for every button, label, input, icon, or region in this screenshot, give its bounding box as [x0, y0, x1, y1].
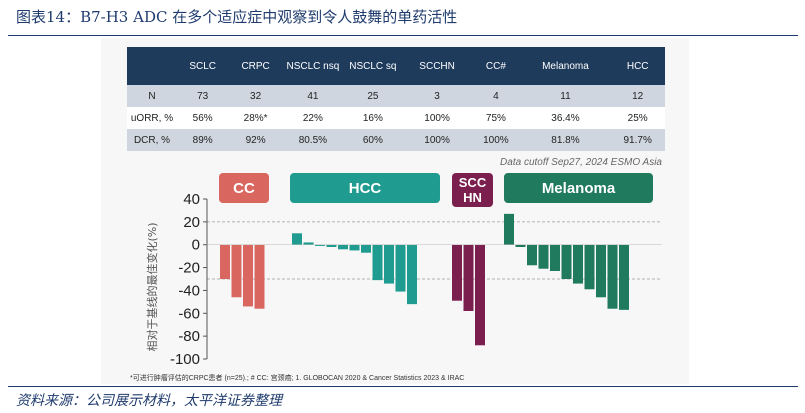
- y-tick-label: -100: [170, 351, 200, 368]
- source-note: 资料来源：公司展示材料，太平洋证券整理: [16, 393, 282, 409]
- table-cell: 100%: [402, 129, 472, 151]
- bar-melanoma: [561, 244, 572, 279]
- bar-melanoma: [607, 244, 618, 309]
- bar-hcc: [407, 244, 417, 305]
- bar-cc: [254, 244, 265, 309]
- table-row: uORR, % 56% 28%* 22% 16% 100% 75% 36.4% …: [127, 107, 665, 129]
- table-cell: 56%: [177, 107, 229, 129]
- table-header-cell: SCCHN: [402, 47, 472, 85]
- table-header-cell: CC#: [471, 47, 521, 85]
- bar-hcc: [326, 244, 337, 247]
- table-row: DCR, % 89% 92% 80.5% 60% 100% 100% 81.8%…: [127, 129, 665, 151]
- y-tick-label: -20: [178, 260, 200, 277]
- bar-melanoma: [504, 213, 514, 245]
- table-header-cell: NSCLC nsq: [282, 47, 343, 85]
- group-label-box: [504, 173, 653, 203]
- row-label: uORR, %: [127, 107, 177, 129]
- group-label-box: [219, 173, 269, 203]
- bar-hcc: [384, 244, 394, 284]
- table-header-cell: NSCLC sq: [342, 47, 403, 85]
- table-cell: 28%*: [228, 107, 283, 129]
- table-cell: 92%: [228, 129, 283, 151]
- table-cell: 25%: [610, 107, 665, 129]
- y-axis-title: 相对于基线的最佳变化(%): [145, 222, 159, 351]
- bar-hcc: [372, 244, 383, 281]
- table-header-cell: Melanoma: [520, 47, 611, 85]
- bar-scc-hn: [463, 244, 474, 311]
- table-cell: 73: [177, 85, 229, 107]
- table-cell: 80.5%: [282, 129, 343, 151]
- table-cell: 36.4%: [520, 107, 611, 129]
- table-cell: 91.7%: [610, 129, 665, 151]
- table-cell: 16%: [342, 107, 403, 129]
- table-cell: 4: [471, 85, 521, 107]
- table-cell: 3: [402, 85, 472, 107]
- table-header-cell: HCC: [610, 47, 665, 85]
- table-cell: 89%: [177, 129, 229, 151]
- table-header-cell: CRPC: [228, 47, 283, 85]
- y-tick-label: -80: [178, 328, 200, 345]
- y-tick-label: 0: [192, 237, 200, 254]
- bar-melanoma: [527, 244, 537, 266]
- bar-hcc: [395, 244, 406, 292]
- row-label: DCR, %: [127, 129, 177, 151]
- group-label-box: [290, 173, 440, 203]
- y-tick-label: -60: [178, 305, 200, 322]
- bar-melanoma: [619, 244, 629, 310]
- table-cell: 60%: [342, 129, 403, 151]
- y-tick-label: 40: [183, 191, 200, 208]
- table-cell: 12: [610, 85, 665, 107]
- bar-scc-hn: [475, 244, 485, 346]
- table-header-cell: [127, 47, 177, 85]
- bar-cc: [243, 244, 253, 307]
- table-cell: 25: [342, 85, 403, 107]
- bar-melanoma: [573, 244, 583, 284]
- table-cell: 41: [282, 85, 343, 107]
- table-cell: 32: [228, 85, 283, 107]
- bar-hcc: [349, 244, 360, 251]
- bar-cc: [220, 244, 230, 279]
- group-label-box: [452, 173, 493, 207]
- data-cutoff-note: Data cutoff Sep27, 2024 ESMO Asia: [500, 157, 662, 168]
- title-divider: [8, 35, 798, 36]
- footnote: *可进行肿瘤评估的CRPC患者 (n=25).; # CC: 宫颈癌; 1. G…: [130, 375, 465, 382]
- bar-melanoma: [596, 244, 606, 298]
- y-tick-label: -40: [178, 282, 200, 299]
- bar-melanoma: [538, 244, 549, 269]
- summary-table: SCLC CRPC NSCLC nsq NSCLC sq SCCHN CC# M…: [127, 47, 665, 151]
- table-header-cell: SCLC: [177, 47, 229, 85]
- group-label: HN: [463, 190, 482, 205]
- bar-cc: [231, 244, 242, 298]
- group-label: CC: [233, 180, 255, 197]
- table-cell: 75%: [471, 107, 521, 129]
- table-cell: 100%: [471, 129, 521, 151]
- table-cell: 100%: [402, 107, 472, 129]
- source-divider: [8, 386, 798, 387]
- bar-hcc: [315, 244, 325, 246]
- table-cell: 22%: [282, 107, 343, 129]
- bar-hcc: [361, 244, 371, 253]
- group-label: SCC: [459, 175, 487, 190]
- bar-melanoma: [515, 244, 526, 247]
- table-row: N 73 32 41 25 3 4 11 12: [127, 85, 665, 107]
- bar-melanoma: [550, 244, 560, 271]
- table-cell: 81.8%: [520, 129, 611, 151]
- group-label: Melanoma: [542, 180, 616, 197]
- bar-hcc: [338, 244, 348, 250]
- table-cell: 11: [520, 85, 611, 107]
- bar-hcc: [292, 233, 302, 245]
- group-label: HCC: [349, 180, 382, 197]
- row-label: N: [127, 85, 177, 107]
- bar-scc-hn: [452, 244, 462, 301]
- figure-title: 图表14：B7-H3 ADC 在多个适应症中观察到令人鼓舞的单药活性: [16, 8, 458, 26]
- bar-melanoma: [584, 244, 595, 290]
- bar-hcc: [303, 242, 314, 245]
- table-header-row: SCLC CRPC NSCLC nsq NSCLC sq SCCHN CC# M…: [127, 47, 665, 85]
- y-tick-label: 20: [183, 214, 200, 231]
